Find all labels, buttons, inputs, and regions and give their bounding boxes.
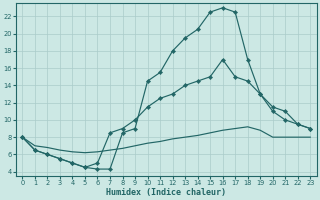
X-axis label: Humidex (Indice chaleur): Humidex (Indice chaleur) (106, 188, 226, 197)
